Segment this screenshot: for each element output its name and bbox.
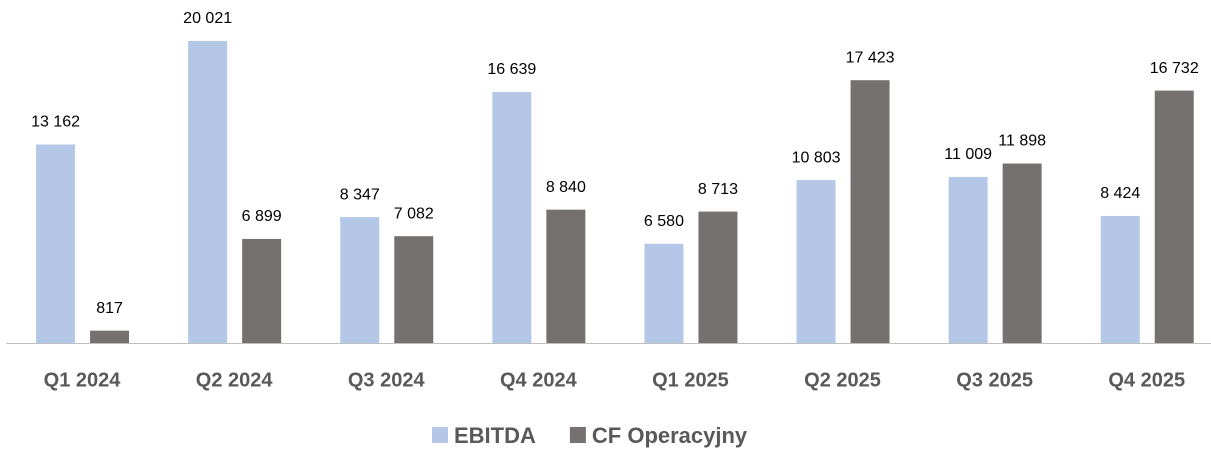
bar bbox=[1100, 215, 1140, 343]
x-tick-label: Q4 2024 bbox=[500, 369, 578, 391]
legend-swatch bbox=[432, 427, 448, 443]
bar bbox=[90, 330, 130, 343]
x-tick-label: Q2 2025 bbox=[804, 369, 881, 391]
bar bbox=[36, 144, 76, 343]
x-tick-label: Q4 2025 bbox=[1108, 369, 1185, 391]
x-tick-label: Q3 2025 bbox=[956, 369, 1033, 391]
bar bbox=[340, 217, 380, 343]
bar bbox=[242, 238, 282, 343]
bar bbox=[1002, 163, 1042, 343]
bar bbox=[796, 180, 836, 343]
bar bbox=[188, 41, 228, 343]
data-label: 8 347 bbox=[340, 186, 380, 203]
data-label: 11 009 bbox=[944, 146, 992, 163]
bar bbox=[948, 176, 988, 343]
bar bbox=[546, 209, 586, 343]
legend-swatch bbox=[569, 427, 586, 443]
data-label: 8 424 bbox=[1100, 185, 1140, 202]
x-tick-label: Q2 2024 bbox=[196, 369, 274, 391]
data-label: 13 162 bbox=[31, 114, 80, 131]
data-label: 8 840 bbox=[546, 179, 586, 196]
data-label: 11 898 bbox=[998, 133, 1046, 150]
data-label: 8 713 bbox=[698, 181, 738, 198]
bar bbox=[850, 80, 890, 343]
bar bbox=[492, 92, 532, 343]
data-label: 6 899 bbox=[242, 208, 282, 225]
bar bbox=[698, 211, 738, 343]
data-label: 6 580 bbox=[644, 213, 684, 230]
bar bbox=[644, 243, 684, 343]
data-label: 7 082 bbox=[394, 205, 434, 222]
data-label: 16 639 bbox=[487, 61, 536, 78]
data-label: 10 803 bbox=[792, 149, 841, 166]
bar bbox=[1154, 90, 1194, 343]
data-label: 817 bbox=[96, 300, 123, 317]
legend-label: CF Operacyjny bbox=[592, 423, 748, 448]
bar bbox=[394, 236, 434, 343]
legend-label: EBITDA bbox=[454, 423, 536, 448]
data-label: 17 423 bbox=[846, 49, 895, 66]
data-label: 20 021 bbox=[183, 10, 232, 27]
x-tick-label: Q1 2024 bbox=[44, 369, 122, 391]
x-tick-label: Q3 2024 bbox=[348, 369, 426, 391]
x-tick-label: Q1 2025 bbox=[652, 369, 729, 391]
data-label: 16 732 bbox=[1150, 60, 1199, 77]
